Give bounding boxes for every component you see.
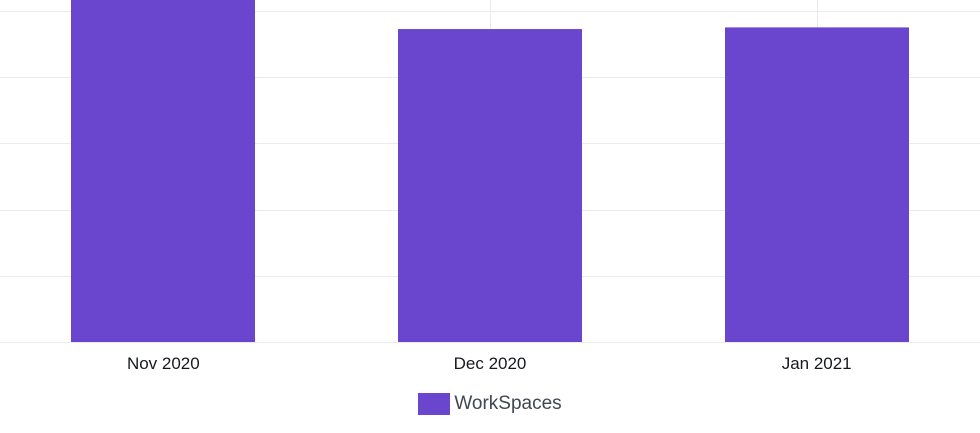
- bar-dec-2020[interactable]: [398, 29, 582, 343]
- x-tick-label: Jan 2021: [782, 354, 852, 373]
- legend-swatch: [418, 393, 451, 415]
- bar-nov-2020[interactable]: [71, 0, 255, 343]
- bar-jan-2021[interactable]: [725, 27, 909, 342]
- legend-item-workspaces[interactable]: WorkSpaces: [418, 393, 562, 415]
- legend: WorkSpaces: [0, 393, 980, 415]
- x-tick-label: Nov 2020: [127, 354, 200, 373]
- x-tick-label: Dec 2020: [454, 354, 527, 373]
- bar-chart: Nov 2020 Dec 2020 Jan 2021: [0, 0, 980, 373]
- legend-label: WorkSpaces: [454, 393, 562, 414]
